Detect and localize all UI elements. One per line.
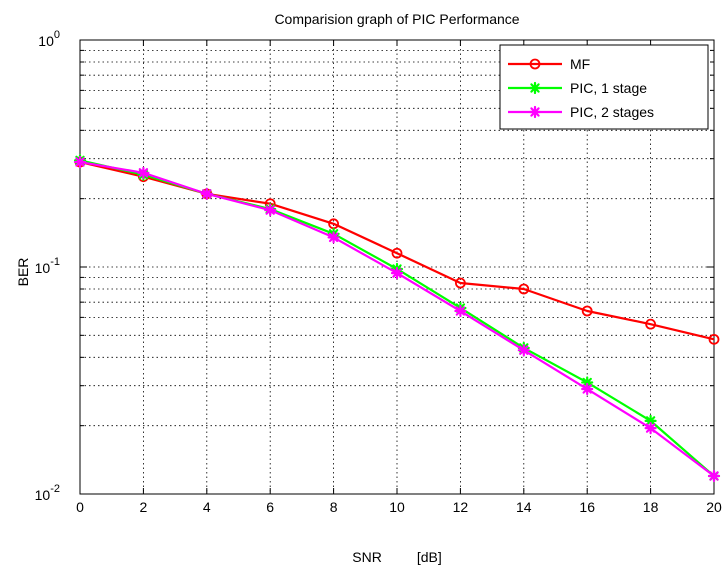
legend: MF PIC, 1 stage PIC, 2 stages	[499, 44, 709, 130]
legend-marker-pic-1-stage	[528, 81, 542, 95]
data-point-pic-2-stages	[327, 231, 340, 244]
data-point-mf	[581, 305, 593, 317]
chart-title: Comparision graph of PIC Performance	[274, 11, 519, 27]
data-point-pic-2-stages	[73, 155, 87, 169]
data-point-mf	[518, 283, 530, 295]
x-tick-label: 10	[389, 499, 405, 515]
data-point-pic-1-stage	[581, 376, 594, 389]
y-tick-label: 100	[38, 29, 60, 49]
series-pic-2-stages	[73, 155, 721, 483]
data-point-pic-2-stages	[517, 344, 530, 357]
series-layer	[73, 154, 721, 483]
x-tick-label: 18	[643, 499, 659, 515]
legend-label-mf: MF	[570, 56, 590, 72]
data-point-pic-2-stages	[644, 422, 657, 435]
data-point-mf	[454, 277, 466, 289]
y-axis-label: BER	[15, 258, 31, 287]
x-axis-label: SNR [dB]	[352, 549, 441, 565]
data-point-pic-2-stages	[137, 166, 150, 179]
y-tick-label: 10-1	[35, 256, 60, 276]
legend-label-pic-1-stage: PIC, 1 stage	[570, 80, 647, 96]
legend-marker-pic-2-stages	[528, 105, 542, 119]
legend-label-pic-2-stages: PIC, 2 stages	[570, 104, 654, 120]
x-tick-label: 4	[203, 499, 211, 515]
data-point-pic-2-stages	[390, 267, 404, 280]
x-tick-label: 12	[453, 499, 469, 515]
data-point-pic-1-stage	[644, 414, 657, 427]
data-point-mf	[645, 318, 656, 330]
x-tick-label: 2	[140, 499, 148, 515]
x-tick-label: 8	[330, 499, 338, 515]
x-tick-label: 14	[516, 499, 532, 515]
x-tick-label: 20	[706, 499, 722, 515]
data-point-pic-2-stages	[264, 204, 277, 217]
y-tick-label: 10-2	[35, 483, 60, 503]
data-point-mf	[391, 247, 403, 259]
x-tick-label: 0	[76, 499, 84, 515]
data-point-pic-2-stages	[454, 304, 467, 318]
axis-ticks: 0 2 4 6 8 10 12 14 16 18 20 10-2 10-1 100	[35, 29, 722, 515]
legend-marker-mf	[529, 58, 541, 70]
x-tick-label: 6	[266, 499, 274, 515]
x-tick-label: 16	[579, 499, 595, 515]
data-point-pic-2-stages	[200, 187, 213, 200]
data-point-mf	[708, 333, 720, 345]
data-point-pic-2-stages	[581, 382, 594, 396]
data-point-pic-2-stages	[707, 469, 721, 483]
